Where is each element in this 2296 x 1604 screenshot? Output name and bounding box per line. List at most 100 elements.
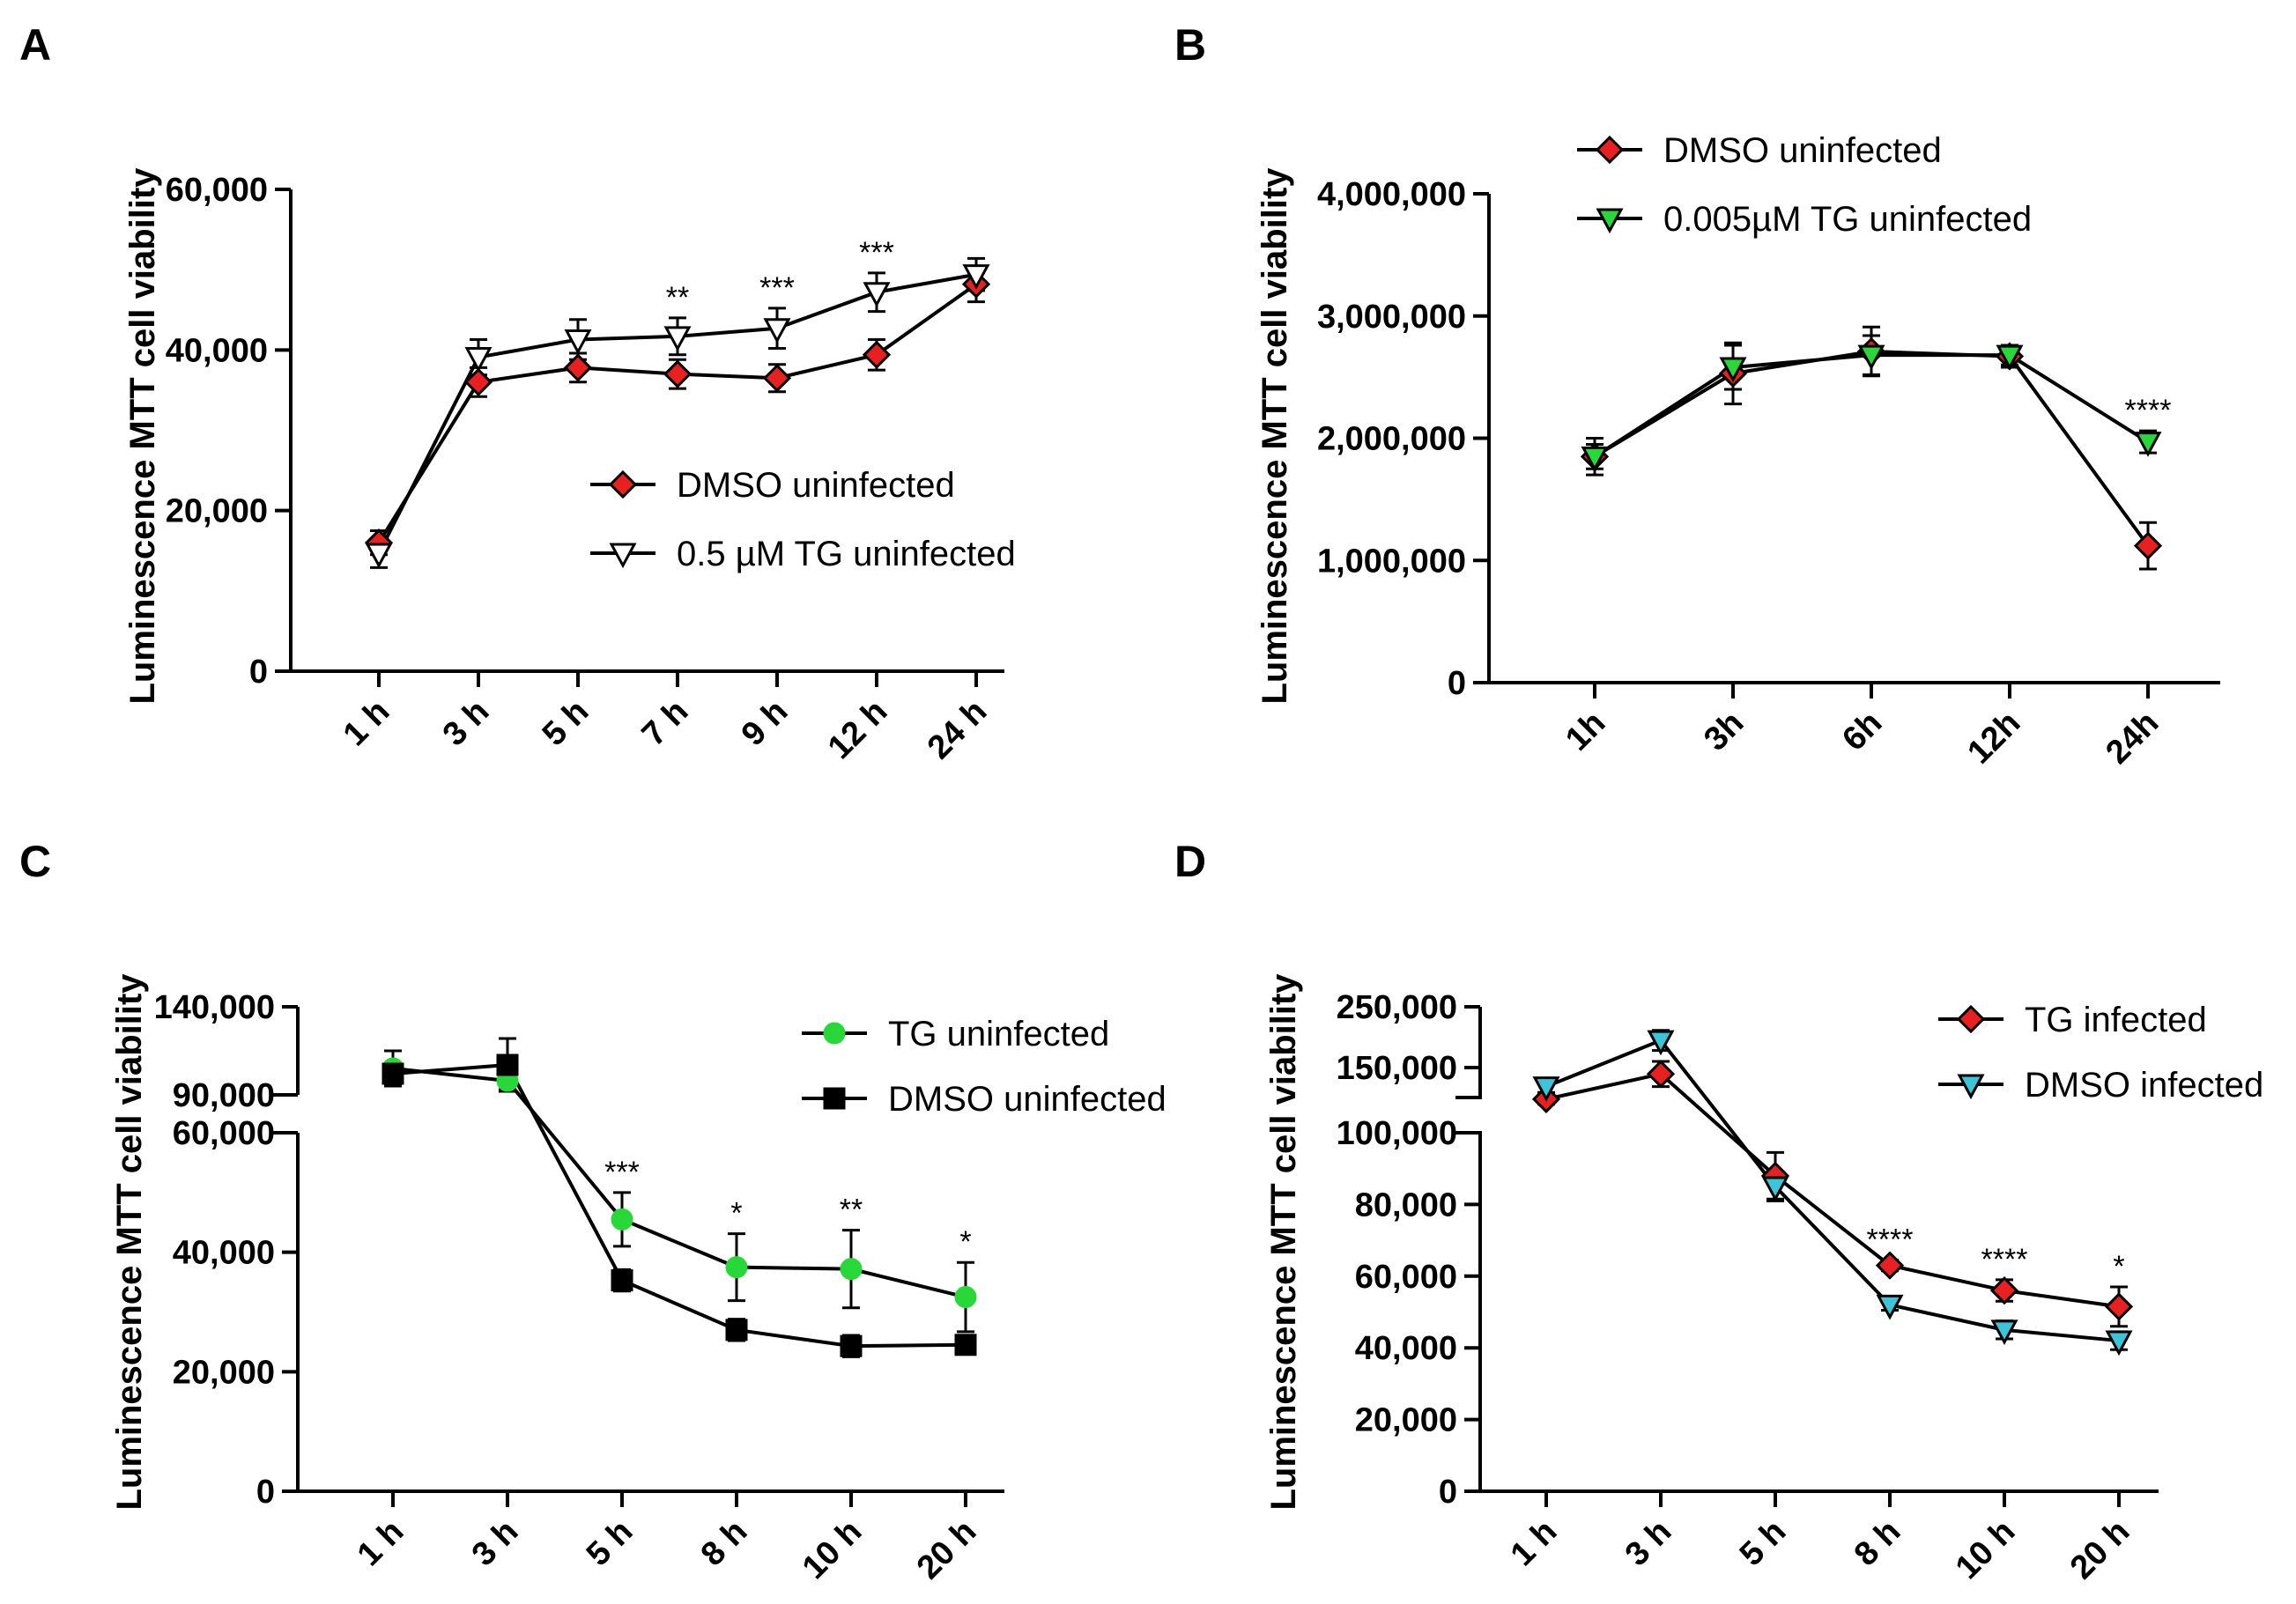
data-point [381, 1062, 404, 1085]
data-point [1857, 344, 1885, 371]
significance-annotation: * [730, 1197, 742, 1231]
y-tick-label: 150,000 [1337, 1050, 1457, 1087]
y-tick-label: 0 [249, 654, 268, 691]
x-tick-label: 1 h [1504, 1513, 1565, 1574]
panel-c-chart: Luminescence MTT cell viability 0 20,000 40… [110, 973, 1167, 1586]
data-point [840, 1258, 863, 1281]
legend-label: DMSO uninfected [1663, 131, 1942, 170]
data-point [2134, 432, 2162, 457]
y-tick-label: 140,000 [154, 989, 275, 1026]
data-point [2133, 531, 2163, 560]
data-point [1875, 1251, 1905, 1280]
y-axis-label: Luminescence MTT cell viability [110, 973, 149, 1511]
legend-marker [1956, 1004, 1986, 1034]
data-point [1719, 357, 1747, 383]
data-point [763, 318, 791, 344]
x-tick-label: 24 h [921, 693, 994, 766]
data-point [1989, 1275, 2019, 1305]
y-tick-label: 4,000,000 [1317, 176, 1466, 213]
series-line [392, 1062, 967, 1349]
data-point [2104, 1292, 2134, 1321]
y-tick-label: 20,000 [173, 1354, 275, 1391]
data-point [1647, 1030, 1675, 1056]
x-tick-label: 5 h [1733, 1513, 1794, 1574]
x-tick-label: 1h [1559, 705, 1612, 758]
series-line [392, 1067, 967, 1299]
y-tick-label: 3,000,000 [1317, 299, 1466, 336]
significance-annotation: *** [759, 271, 795, 305]
y-axis-label: Luminescence MTT cell viability [1264, 973, 1303, 1511]
data-point [611, 1208, 633, 1231]
x-tick-label: 3 h [1618, 1513, 1679, 1574]
data-point [1532, 1076, 1560, 1102]
data-point [563, 353, 593, 382]
data-point [496, 1053, 519, 1076]
x-tick-label: 12 h [821, 693, 894, 766]
y-tick-label: 0 [1439, 1474, 1457, 1511]
x-tick-label: 3h [1697, 705, 1751, 758]
data-point [1876, 1294, 1904, 1320]
y-tick-label: 100,000 [1337, 1115, 1457, 1152]
significance-annotation: * [2113, 1250, 2124, 1283]
y-axis-label: Luminescence MTT cell viability [123, 167, 162, 705]
x-tick-label: 3 h [465, 1513, 526, 1574]
y-tick-label: 250,000 [1337, 989, 1457, 1026]
legend-label: TG infected [2025, 1001, 2207, 1039]
legend-label: DMSO infected [2025, 1066, 2263, 1105]
data-point [463, 367, 493, 396]
series-line [1593, 349, 2150, 547]
x-tick-label: 20 h [910, 1513, 983, 1586]
data-point [954, 1286, 977, 1309]
data-point [863, 282, 891, 307]
data-point [1761, 1176, 1789, 1202]
y-tick-label: 2,000,000 [1317, 421, 1466, 458]
y-tick-label: 80,000 [1355, 1186, 1457, 1223]
legend-marker [1596, 208, 1624, 234]
significance-annotation: *** [859, 236, 894, 270]
y-tick-label: 60,000 [1355, 1259, 1457, 1296]
legend-marker [609, 543, 637, 569]
data-point [1646, 1060, 1676, 1089]
data-point [1996, 344, 2024, 371]
legend-label: DMSO uninfected [677, 466, 955, 505]
x-tick-label: 9 h [735, 693, 796, 754]
series-line [377, 272, 977, 554]
x-tick-label: 10 h [1949, 1513, 2022, 1586]
legend-marker [608, 469, 638, 499]
significance-annotation: **** [2125, 394, 2172, 427]
panel-label-d: D [1174, 837, 1206, 886]
y-tick-label: 0 [256, 1474, 275, 1511]
significance-annotation: * [959, 1225, 971, 1259]
data-point [365, 543, 393, 569]
significance-annotation: **** [1981, 1243, 2028, 1276]
series-line [1545, 1038, 2120, 1343]
data-point [464, 347, 493, 373]
legend-label: 0.5 µM TG uninfected [677, 535, 1016, 573]
legend-label: 0.005µM TG uninfected [1663, 200, 2032, 239]
panel-label-a: A [19, 20, 51, 70]
data-point [663, 359, 693, 388]
data-point [564, 329, 592, 355]
significance-annotation: *** [604, 1156, 640, 1189]
significance-annotation: ** [840, 1194, 863, 1227]
legend-marker [823, 1022, 846, 1045]
panel-b-chart: Luminescence MTT cell viability 0 1,000,00… [1255, 131, 2220, 772]
y-tick-label: 40,000 [166, 332, 268, 369]
data-point [862, 340, 892, 369]
significance-annotation: ** [666, 281, 689, 314]
legend-marker [1957, 1074, 1985, 1100]
data-point [1581, 446, 1609, 472]
x-tick-label: 7 h [635, 693, 696, 754]
x-tick-label: 8 h [694, 1513, 755, 1574]
data-point [962, 264, 990, 290]
data-point [954, 1334, 977, 1356]
y-tick-label: 60,000 [173, 1115, 275, 1152]
y-tick-label: 60,000 [166, 172, 268, 209]
x-tick-label: 3 h [436, 693, 497, 754]
x-tick-label: 6h [1835, 705, 1889, 758]
legend-label: DMSO uninfected [888, 1080, 1167, 1119]
x-tick-label: 8 h [1848, 1513, 1908, 1574]
x-tick-label: 24h [2099, 705, 2166, 772]
x-tick-label: 10 h [796, 1513, 869, 1586]
